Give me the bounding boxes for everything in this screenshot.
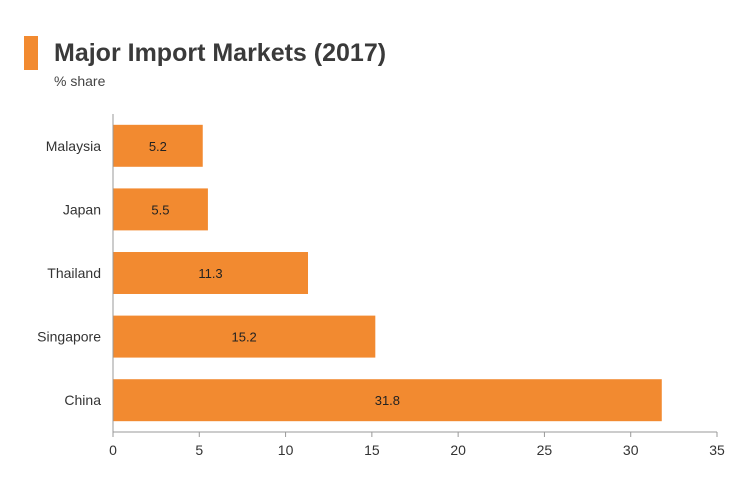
chart-title: Major Import Markets (2017) [54,39,387,67]
data-label: 5.2 [149,139,167,154]
category-label: China [64,392,101,408]
x-tick-label: 30 [623,442,639,458]
title-accent-bar [24,36,38,70]
chart-subtitle: % share [54,73,106,89]
x-tick-label: 5 [195,442,203,458]
x-tick-label: 10 [278,442,294,458]
category-label: Japan [63,201,101,217]
bar [113,124,203,167]
data-label: 5.5 [151,202,169,217]
x-tick-label: 35 [709,442,725,458]
bar [113,379,662,422]
category-label: Singapore [37,329,101,345]
bar [113,315,376,358]
x-tick-label: 15 [364,442,380,458]
data-label: 15.2 [231,330,256,345]
bar [113,188,208,231]
x-tick-label: 20 [450,442,466,458]
data-label: 31.8 [375,393,400,408]
bar [113,252,309,294]
x-tick-label: 0 [109,442,117,458]
data-label: 11.3 [198,266,222,281]
category-label: Thailand [47,265,101,281]
category-label: Malaysia [46,138,101,154]
x-tick-label: 25 [537,442,553,458]
